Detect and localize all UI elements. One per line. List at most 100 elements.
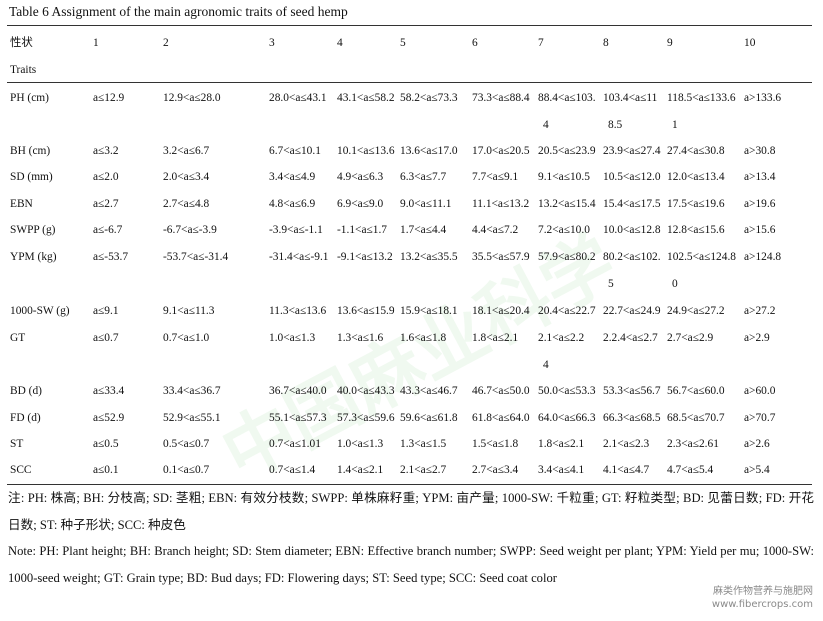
header-level: 3 — [269, 37, 275, 49]
header-level: 4 — [337, 37, 343, 49]
table-cell: -31.4<a≤-9.1 — [269, 251, 329, 263]
table-cell: 2.1<a≤2.2 — [538, 332, 585, 344]
header-level: 9 — [667, 37, 673, 49]
table-cell-wrap: 8.5 — [608, 119, 623, 131]
table-cell: a≤2.7 — [93, 198, 119, 210]
table-cell: 13.2<a≤35.5 — [400, 251, 458, 263]
row-trait-label: ST — [10, 438, 24, 450]
table-cell: 1.4<a≤2.1 — [337, 464, 384, 476]
table-cell: 0.7<a≤1.01 — [269, 438, 321, 450]
table-cell: 0.7<a≤1.0 — [163, 332, 210, 344]
table-cell: 0.1<a≤0.7 — [163, 464, 210, 476]
table-cell: 1.5<a≤1.8 — [472, 438, 519, 450]
table-cell: -53.7<a≤-31.4 — [163, 251, 229, 263]
table-cell: 2.1<a≤2.7 — [400, 464, 447, 476]
row-trait-label: YPM (kg) — [10, 251, 57, 263]
header-level: 7 — [538, 37, 544, 49]
table-cell: 0.5<a≤0.7 — [163, 438, 210, 450]
table-cell: a>70.7 — [744, 412, 776, 424]
table-cell: 18.1<a≤20.4 — [472, 305, 530, 317]
table-cell: a≤-6.7 — [93, 224, 123, 236]
table-cell: -6.7<a≤-3.9 — [163, 224, 217, 236]
table-cell: 9.1<a≤10.5 — [538, 171, 590, 183]
table-cell: 28.0<a≤43.1 — [269, 92, 327, 104]
table-cell: a≤3.2 — [93, 145, 119, 157]
table-cell: 52.9<a≤55.1 — [163, 412, 221, 424]
row-trait-label: SD (mm) — [10, 171, 53, 183]
corner-watermark-cn: 麻类作物营养与施肥网 — [713, 586, 813, 597]
table-cell: a>60.0 — [744, 385, 776, 397]
table-cell: 3.4<a≤4.9 — [269, 171, 316, 183]
table-cell: 2.7<a≤4.8 — [163, 198, 210, 210]
table-cell: 2.2.4<a≤2.7 — [603, 332, 658, 344]
table-cell: 4.1<a≤4.7 — [603, 464, 650, 476]
table-cell: 2.0<a≤3.4 — [163, 171, 210, 183]
table-cell: 55.1<a≤57.3 — [269, 412, 327, 424]
table-cell: 73.3<a≤88.4 — [472, 92, 530, 104]
table-cell: 35.5<a≤57.9 — [472, 251, 530, 263]
table-cell: 66.3<a≤68.5 — [603, 412, 661, 424]
table-cell: a>124.8 — [744, 251, 782, 263]
table-cell: 3.2<a≤6.7 — [163, 145, 210, 157]
table-cell: a≤52.9 — [93, 412, 125, 424]
top-rule — [7, 25, 812, 26]
row-trait-label: PH (cm) — [10, 92, 49, 104]
table-cell: 1.7<a≤4.4 — [400, 224, 447, 236]
table-cell: 40.0<a≤43.3 — [337, 385, 395, 397]
header-trait-en: Traits — [10, 64, 37, 76]
table-title: Table 6 Assignment of the main agronomic… — [9, 4, 348, 19]
table-cell: 17.0<a≤20.5 — [472, 145, 530, 157]
table-cell: 10.0<a≤12.8 — [603, 224, 661, 236]
row-trait-label: BD (d) — [10, 385, 42, 397]
table-cell: -1.1<a≤1.7 — [337, 224, 388, 236]
table-cell: 13.6<a≤17.0 — [400, 145, 458, 157]
table-cell: 33.4<a≤36.7 — [163, 385, 221, 397]
table-cell: 68.5<a≤70.7 — [667, 412, 725, 424]
table-cell: 3.4<a≤4.1 — [538, 464, 585, 476]
table-cell: 11.3<a≤13.6 — [269, 305, 327, 317]
table-cell-wrap: 4 — [543, 119, 549, 131]
header-rule — [7, 82, 812, 83]
table-cell: 1.8<a≤2.1 — [538, 438, 585, 450]
table-cell: a>5.4 — [744, 464, 770, 476]
table-cell: a>2.6 — [744, 438, 770, 450]
row-trait-label: 1000-SW (g) — [10, 305, 70, 317]
table-cell: a≤33.4 — [93, 385, 125, 397]
table-cell: a≤0.5 — [93, 438, 119, 450]
table-cell: 20.4<a≤22.7 — [538, 305, 596, 317]
table-cell: 4.9<a≤6.3 — [337, 171, 384, 183]
table-cell: 20.5<a≤23.9 — [538, 145, 596, 157]
table-cell: a>27.2 — [744, 305, 776, 317]
header-level: 2 — [163, 37, 169, 49]
table-cell: a>133.6 — [744, 92, 782, 104]
table-cell: 53.3<a≤56.7 — [603, 385, 661, 397]
table-cell: 10.5<a≤12.0 — [603, 171, 661, 183]
table-cell: 57.3<a≤59.6 — [337, 412, 395, 424]
row-trait-label: BH (cm) — [10, 145, 51, 157]
table-cell: a>30.8 — [744, 145, 776, 157]
table-cell: a≤2.0 — [93, 171, 119, 183]
table-cell: 7.7<a≤9.1 — [472, 171, 519, 183]
table-cell: a>15.6 — [744, 224, 776, 236]
table-cell: 1.6<a≤1.8 — [400, 332, 447, 344]
row-trait-label: SCC — [10, 464, 32, 476]
table-cell: 24.9<a≤27.2 — [667, 305, 725, 317]
table-cell: 1.8<a≤2.1 — [472, 332, 519, 344]
table-cell: 56.7<a≤60.0 — [667, 385, 725, 397]
table-cell: a≤9.1 — [93, 305, 119, 317]
table-cell: 12.8<a≤15.6 — [667, 224, 725, 236]
header-trait-cn: 性状 — [10, 37, 33, 49]
table-cell: 9.0<a≤11.1 — [400, 198, 452, 210]
table-cell: 13.2<a≤15.4 — [538, 198, 596, 210]
table-cell: 12.0<a≤13.4 — [667, 171, 725, 183]
table-cell-wrap: 0 — [672, 278, 678, 290]
row-trait-label: GT — [10, 332, 26, 344]
table-cell: 17.5<a≤19.6 — [667, 198, 725, 210]
table-cell: 6.7<a≤10.1 — [269, 145, 321, 157]
table-cell: 2.1<a≤2.3 — [603, 438, 650, 450]
header-level: 1 — [93, 37, 99, 49]
table-cell: 43.1<a≤58.2 — [337, 92, 395, 104]
table-cell: 15.9<a≤18.1 — [400, 305, 458, 317]
table-cell: a≤-53.7 — [93, 251, 129, 263]
table-cell: 80.2<a≤102. — [603, 251, 661, 263]
